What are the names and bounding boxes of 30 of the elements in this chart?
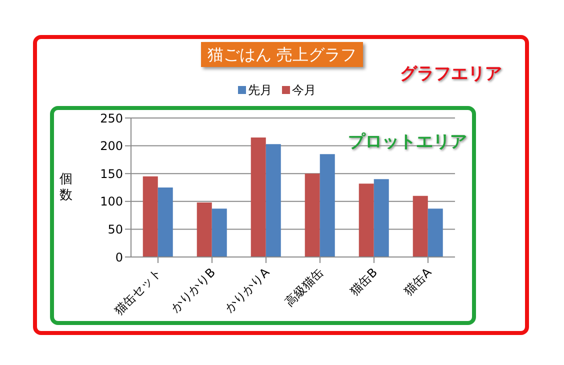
- x-tick-label: 猫缶A: [401, 264, 435, 298]
- legend-label: 先月: [247, 83, 272, 97]
- y-tick-label: 0: [115, 250, 123, 264]
- chart-title: 猫ごはん 売上グラフ: [201, 42, 363, 67]
- bar: [358, 184, 374, 257]
- y-tick-label: 100: [100, 194, 123, 209]
- bar: [412, 196, 428, 257]
- annotation: プロットエリア: [348, 131, 467, 153]
- bar: [304, 174, 320, 257]
- y-tick-label: 50: [108, 222, 123, 236]
- text: グラフエリア: [400, 63, 502, 85]
- y-tick-label: 150: [100, 166, 123, 181]
- bar: [142, 176, 158, 257]
- bar: [212, 208, 227, 257]
- y-axis-title: 個数: [58, 172, 74, 204]
- bar: [320, 154, 335, 257]
- x-tick-label: かりかりA: [222, 264, 273, 315]
- bar: [374, 179, 389, 257]
- legend-label: 今月: [291, 83, 316, 97]
- x-tick-label: 高級猫缶: [282, 265, 326, 310]
- x-tick-label: 猫缶B: [347, 265, 380, 298]
- x-tick-label: かりかりB: [168, 265, 218, 315]
- bar: [158, 188, 173, 257]
- bar: [196, 202, 212, 257]
- x-tick-label: 猫缶セット: [112, 265, 164, 318]
- y-tick-label: 250: [100, 111, 123, 126]
- y-tick-label: 200: [100, 139, 123, 154]
- bar: [428, 208, 443, 257]
- bar: [250, 137, 266, 257]
- bar: [266, 144, 281, 257]
